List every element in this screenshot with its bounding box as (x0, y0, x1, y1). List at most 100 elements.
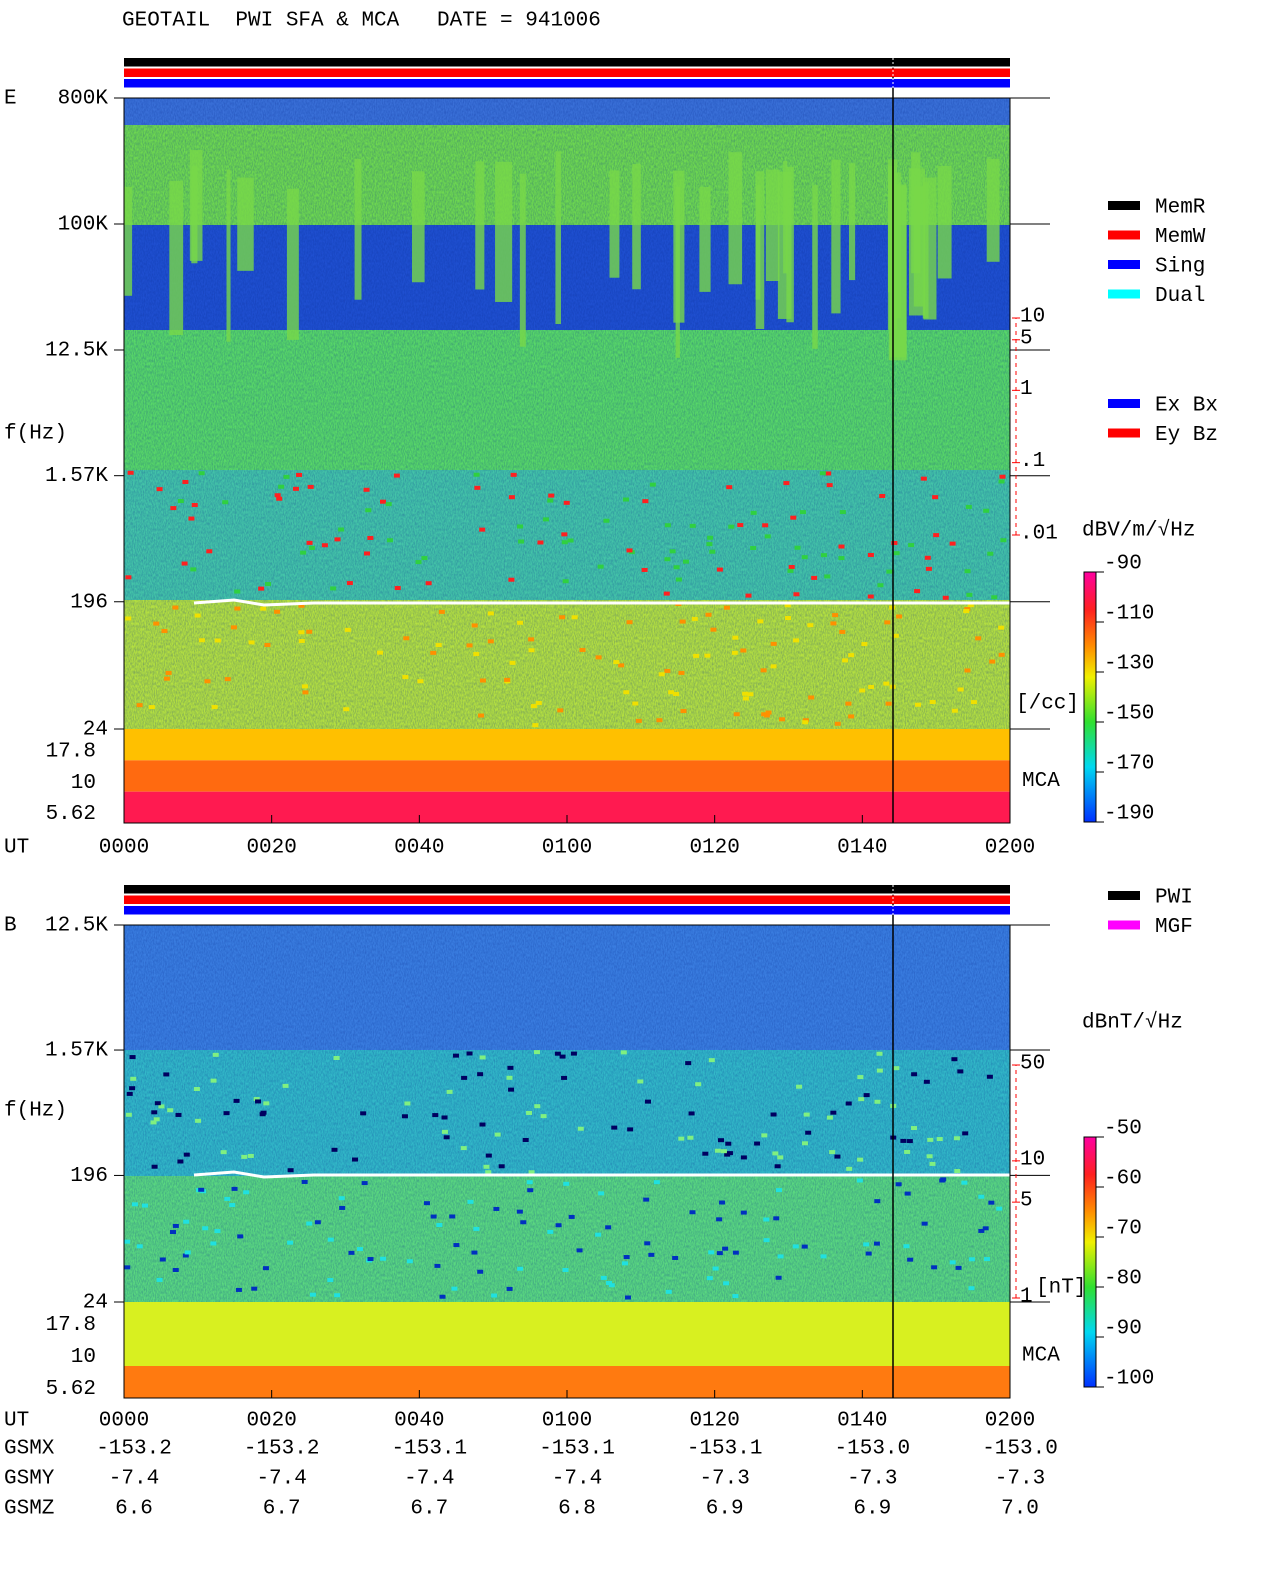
spectrum-pixel (624, 1295, 631, 1300)
spectrogram (124, 925, 1010, 1398)
x-axis-label: UT (4, 837, 29, 860)
spectrum-pixel (430, 650, 437, 655)
y2-tick-label: 10 (1020, 306, 1045, 329)
spectrum-pixel (932, 495, 939, 500)
spectrum-pixel (542, 517, 549, 522)
y2-tick-label: 1 (1020, 1286, 1033, 1309)
spectrum-pixel (784, 616, 791, 621)
spectrum-pixel (301, 684, 308, 689)
spectrum-pixel (923, 1079, 930, 1084)
spectrum-pixel (603, 518, 610, 523)
spectrum-pixel (526, 1180, 533, 1185)
x-tick-label: 0140 (837, 1410, 887, 1433)
y2-tick-label: 5 (1020, 327, 1033, 350)
spectrum-pixel (579, 647, 586, 652)
spectrum-pixel (478, 713, 485, 718)
spectrum-pixel (563, 500, 570, 505)
spectrum-pixel (867, 552, 874, 557)
spectrum-pixel (770, 641, 777, 646)
spectrum-pixel (708, 1058, 715, 1063)
spectrum-pixel (799, 510, 806, 515)
spectrum-pixel (842, 658, 849, 663)
spectrum-pixel (754, 1141, 761, 1146)
spectrum-pixel (262, 1266, 269, 1271)
spectrum-pixel (377, 650, 384, 655)
spectrum-pixel (473, 1226, 480, 1231)
spectrum-pixel (125, 616, 132, 621)
spectrum-pixel (343, 707, 350, 712)
spectrum-pixel (223, 1111, 230, 1116)
spectrum-pixel (474, 485, 481, 490)
spectrum-pixel (443, 1135, 450, 1140)
y-tick-label: 100K (58, 214, 109, 237)
spectrum-pixel (129, 1086, 136, 1091)
legend-swatch (1108, 260, 1140, 269)
spectrum-pixel (466, 643, 473, 648)
spectrum-pixel (460, 1146, 467, 1151)
spectrum-pixel (471, 1250, 478, 1255)
spectrum-pixel (858, 1097, 865, 1102)
spectrum-pixel (394, 586, 401, 591)
spectrum-pixel (620, 1050, 627, 1055)
spectrum-texture (124, 330, 1010, 470)
spectrum-pixel (764, 534, 771, 539)
spectrum-pixel (487, 611, 494, 616)
spectrum-pixel (644, 1099, 651, 1104)
spectrum-pixel (507, 1065, 514, 1070)
spectrum-pixel (296, 472, 303, 477)
spectrum-pixel (865, 1251, 872, 1256)
spectrum-pixel (163, 1072, 170, 1077)
spectrum-pixel (136, 703, 143, 708)
spectrum-pixel (532, 723, 539, 728)
spectrum-pixel (787, 568, 794, 573)
colorbar-tick-label: -60 (1104, 1168, 1142, 1191)
spectrum-pixel (380, 1256, 387, 1261)
x-tick-label: 0200 (985, 837, 1035, 860)
spectrum-pixel (282, 1083, 289, 1088)
mca-channel-label: 17.8 (46, 1314, 96, 1337)
spectrum-pixel (788, 564, 795, 569)
spectrum-pixel (921, 1221, 928, 1226)
spectrum-pixel (664, 668, 671, 673)
emission-strip (887, 165, 896, 293)
spectrum-pixel (611, 1125, 618, 1130)
spectrum-pixel (508, 577, 515, 582)
spectrum-pixel (158, 1104, 165, 1109)
spectrum-pixel (723, 1281, 730, 1286)
spectrum-pixel (258, 586, 265, 591)
spectrum-pixel (321, 543, 328, 548)
spectrum-pixel (333, 1056, 340, 1061)
spectrum-pixel (747, 692, 754, 697)
spectrum-pixel (978, 1194, 985, 1199)
spectrum-pixel (563, 1181, 570, 1186)
colorbar-unit: dBnT/√Hz (1082, 1011, 1183, 1035)
spectrum-pixel (784, 603, 791, 608)
spectrum-pixel (801, 1141, 808, 1146)
spectrum-pixel (124, 1239, 131, 1244)
spectrum-pixel (485, 1153, 492, 1158)
x-tick-label: 0000 (99, 837, 149, 860)
spectrum-pixel (794, 545, 801, 550)
spectrum-pixel (826, 1115, 833, 1120)
spectrum-pixel (774, 1164, 781, 1169)
legend-label: PWI (1155, 887, 1193, 910)
spectrum-pixel (963, 609, 970, 614)
spectrum-pixel (435, 643, 442, 648)
spectrum-pixel (723, 605, 730, 610)
spectrum-pixel (190, 567, 197, 572)
spectrum-pixel (750, 510, 757, 515)
spectrum-pixel (929, 1161, 936, 1166)
spectrum-pixel (167, 1108, 174, 1113)
spectrum-pixel (982, 1226, 989, 1231)
orbit-value: -153.1 (539, 1438, 615, 1461)
spectrum-pixel (446, 1089, 453, 1094)
spectrum-pixel (668, 690, 675, 695)
spectrum-pixel (949, 1260, 956, 1265)
spectrum-pixel (509, 660, 516, 665)
spectrum-pixel (479, 678, 486, 683)
spectrum-pixel (298, 630, 305, 635)
spectrum-pixel (230, 625, 237, 630)
emission-strip (675, 186, 680, 358)
spectrum-pixel (642, 499, 649, 504)
emission-strip (923, 177, 937, 320)
